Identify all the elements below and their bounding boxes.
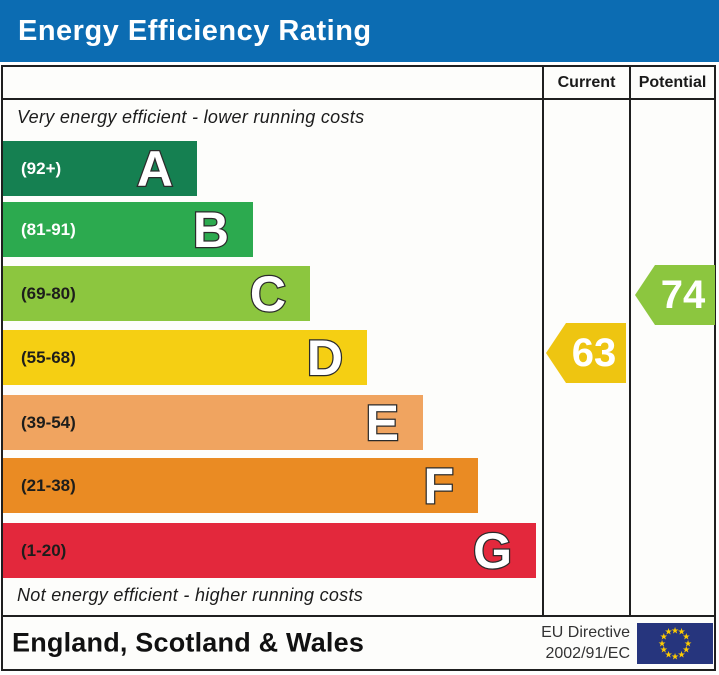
band-f: (21-38) F: [3, 458, 478, 513]
eu-flag-star-icon: ★: [677, 649, 686, 660]
eu-flag-star-icon: ★: [664, 626, 673, 637]
band-a-letter: A: [136, 140, 175, 197]
band-e-letter: E: [364, 394, 400, 451]
eu-flag-star-icon: ★: [677, 626, 686, 637]
band-b: (81-91) B: [3, 202, 253, 257]
band-c-letter: C: [249, 265, 288, 322]
band-f-range: (21-38): [21, 475, 76, 495]
title-bar: Energy Efficiency Rating: [0, 0, 719, 62]
band-g-range: (1-20): [21, 540, 67, 560]
column-divider-current: [542, 67, 544, 615]
column-divider-potential: [629, 67, 631, 615]
header-divider: [3, 98, 714, 100]
band-a-range: (92+): [21, 158, 62, 178]
eu-flag-star-icon: ★: [659, 644, 668, 655]
band-d-letter: D: [306, 329, 345, 386]
eu-directive-line2: 2002/91/EC: [545, 645, 630, 662]
band-f-letter: F: [422, 457, 455, 514]
eu-flag-star-icon: ★: [683, 638, 693, 648]
eu-flag-star-icon: ★: [682, 631, 691, 642]
eu-directive-label: EU Directive 2002/91/EC: [541, 622, 630, 664]
eu-flag-icon: ★ ★ ★ ★ ★ ★ ★ ★ ★ ★ ★ ★: [637, 623, 713, 664]
eu-directive-line1: EU Directive: [541, 624, 630, 641]
eu-flag-star-icon: ★: [670, 625, 680, 635]
band-a: (92+) A: [3, 141, 197, 196]
band-g-letter: G: [472, 522, 513, 579]
band-c: (69-80) C: [3, 266, 310, 321]
band-e-range: (39-54): [21, 412, 76, 432]
band-g: (1-20) G: [3, 523, 536, 578]
rating-table: Current Potential Very energy efficient …: [1, 65, 716, 617]
page-title: Energy Efficiency Rating: [18, 14, 372, 47]
current-rating-value: 63: [571, 331, 617, 375]
band-b-letter: B: [192, 201, 231, 258]
region-label: England, Scotland & Wales: [12, 627, 365, 658]
column-header-current: Current: [557, 74, 616, 91]
band-d-range: (55-68): [21, 347, 76, 367]
current-rating-marker: 63: [546, 323, 626, 383]
band-b-range: (81-91): [21, 219, 76, 239]
band-d: (55-68) D: [3, 330, 367, 385]
potential-rating-marker: 74: [635, 265, 715, 325]
band-e: (39-54) E: [3, 395, 423, 450]
eu-flag-star-icon: ★: [670, 651, 680, 661]
footer-bar: England, Scotland & Wales EU Directive 2…: [1, 615, 716, 671]
eu-flag-star-icon: ★: [682, 644, 691, 655]
band-c-range: (69-80): [21, 283, 76, 303]
eu-flag-star-icon: ★: [664, 649, 673, 660]
eu-flag-star-icon: ★: [659, 631, 668, 642]
eu-flag-star-icon: ★: [657, 638, 667, 648]
potential-rating-value: 74: [660, 273, 706, 317]
note-very-efficient: Very energy efficient - lower running co…: [17, 107, 365, 127]
column-header-potential: Potential: [638, 74, 707, 91]
note-not-efficient: Not energy efficient - higher running co…: [17, 585, 364, 605]
